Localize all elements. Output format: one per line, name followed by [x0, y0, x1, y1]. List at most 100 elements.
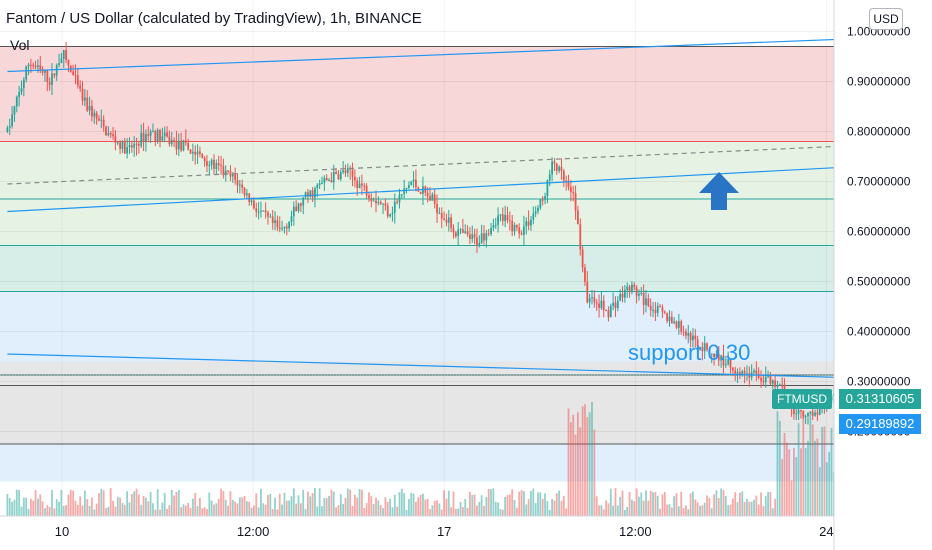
volume-bar	[553, 500, 556, 516]
volume-bar	[163, 492, 166, 516]
volume-bar	[8, 498, 11, 516]
volume-bar	[316, 506, 319, 516]
volume-bar	[492, 488, 495, 516]
candle-body	[6, 127, 9, 132]
volume-bar	[739, 492, 741, 516]
candle-body	[736, 372, 739, 374]
volume-bar	[177, 490, 180, 516]
candle-body	[663, 311, 666, 313]
candle-body	[720, 355, 723, 361]
volume-bar	[236, 503, 239, 516]
volume-bar	[445, 498, 448, 516]
candle-body	[170, 140, 173, 145]
candle-body	[389, 214, 391, 217]
candle-body	[593, 297, 596, 303]
volume-bar	[452, 491, 455, 516]
volume-bar	[46, 505, 49, 516]
volume-bar	[800, 448, 802, 516]
candle-body	[727, 359, 730, 365]
volume-bar	[234, 501, 237, 516]
volume-bar	[525, 504, 528, 516]
volume-bar	[274, 497, 276, 516]
volume-bar	[424, 499, 427, 516]
candle-body	[133, 143, 136, 148]
candle-body	[285, 226, 288, 229]
horizontal-levels	[0, 46, 834, 445]
volume-bar	[431, 505, 434, 516]
volume-bar	[776, 411, 779, 516]
volume-bar	[579, 427, 582, 516]
candle-body	[135, 143, 138, 145]
candle-body	[755, 370, 758, 374]
candle-body	[600, 300, 603, 308]
candle-body	[677, 321, 680, 328]
volume-bar	[189, 507, 192, 516]
candle-body	[292, 206, 295, 217]
candle-body	[114, 136, 117, 143]
volume-bar	[91, 497, 93, 516]
candle-body	[337, 174, 340, 180]
volume-bar	[598, 505, 600, 516]
candle-body	[537, 207, 539, 212]
volume-bar	[363, 508, 366, 516]
volume-bar	[137, 494, 140, 516]
volume-bar	[147, 501, 150, 516]
candle-body	[262, 210, 265, 212]
candle-body	[206, 161, 208, 166]
candle-body	[278, 227, 281, 229]
candle-body	[530, 219, 532, 226]
candle-body	[523, 226, 525, 235]
volume-bar	[560, 500, 563, 516]
volume-bar	[238, 497, 241, 516]
candle-body	[344, 170, 347, 173]
candle-body	[429, 196, 431, 201]
candle-body	[508, 220, 511, 222]
chart-title: Fantom / US Dollar (calculated by Tradin…	[6, 10, 422, 27]
volume-bar	[76, 504, 79, 516]
volume-bar	[166, 509, 168, 516]
volume-bar	[161, 502, 164, 516]
volume-bar	[227, 505, 229, 516]
currency-button[interactable]: USD	[869, 8, 903, 30]
volume-bar	[114, 506, 117, 516]
candle-body	[809, 411, 812, 413]
candle-body	[708, 349, 711, 355]
volume-bar	[346, 488, 349, 516]
candle-body	[504, 214, 507, 221]
candle-body	[682, 331, 685, 333]
volume-bar	[743, 502, 746, 516]
volume-bar	[607, 503, 610, 516]
candle-body	[724, 364, 727, 366]
volume-bar	[515, 507, 518, 516]
volume-bar	[741, 491, 744, 516]
candle-body	[88, 106, 91, 111]
y-tick-label: 0.50000000	[847, 275, 911, 289]
volume-bar	[501, 509, 504, 516]
candle-body	[466, 231, 469, 235]
candle-body	[234, 174, 237, 180]
volume-bar	[685, 505, 687, 516]
candle-body	[74, 75, 77, 77]
candle-body	[572, 191, 575, 194]
candle-body	[123, 140, 126, 154]
volume-bar	[391, 507, 394, 516]
candle-body	[497, 215, 499, 225]
candle-body	[72, 71, 75, 76]
candle-body	[656, 305, 659, 313]
candle-body	[243, 187, 246, 196]
candle-body	[8, 126, 11, 128]
candle-body	[612, 302, 615, 306]
volume-bar	[830, 428, 833, 516]
candle-body	[346, 168, 349, 173]
volume-bar	[156, 489, 159, 516]
volume-bar	[586, 417, 589, 516]
trendline-solid	[7, 161, 932, 213]
candle-body	[76, 75, 79, 86]
candle-body	[445, 220, 448, 223]
trendline-solid	[7, 35, 932, 73]
volume-bar	[27, 508, 30, 516]
candle-body	[461, 229, 464, 233]
candle-body	[701, 347, 704, 352]
volume-bar	[18, 490, 21, 516]
